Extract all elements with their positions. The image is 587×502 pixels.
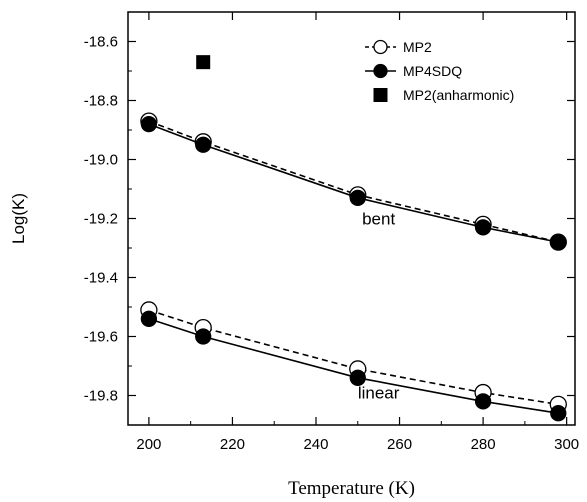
data-point-filled — [195, 136, 212, 153]
x-tick-label: 200 — [136, 436, 161, 453]
y-tick-label: -19.4 — [84, 270, 118, 287]
data-point-filled — [550, 233, 567, 251]
x-axis-title: Temperature (K) — [288, 478, 415, 499]
x-tick-label: 280 — [471, 436, 496, 453]
data-point-filled — [140, 115, 158, 133]
data-point-square — [373, 88, 388, 102]
legend-label-mp2-anharmonic: MP2(anharmonic) — [403, 87, 514, 103]
series-mp4sdq — [140, 115, 567, 422]
data-point-filled — [373, 63, 388, 79]
legend-label-mp2: MP2 — [403, 39, 432, 55]
data-point-filled — [195, 328, 212, 345]
series-mp2-anharmonic- — [196, 55, 211, 70]
series-mp2 — [140, 112, 567, 414]
legend: MP2 MP4SDQ MP2(anharmonic) — [365, 39, 514, 103]
axis-ticks: 200 220 240 260 280 300 -18.6 -18.8 -19.0 -19.2 -1… — [84, 12, 579, 453]
data-point-filled — [349, 369, 366, 386]
x-tick-label: 220 — [220, 436, 245, 453]
y-tick-label: -18.8 — [84, 93, 118, 110]
y-tick-label: -19.6 — [84, 329, 118, 346]
data-point-filled — [474, 393, 492, 410]
series-line — [148, 309, 559, 406]
legend-label-mp4sdq: MP4SDQ — [403, 63, 462, 79]
y-tick-label: -18.6 — [84, 34, 118, 51]
data-point-filled — [349, 189, 366, 207]
annotation-linear: linear — [358, 383, 400, 402]
data-point-square — [196, 55, 211, 70]
data-series — [140, 55, 567, 422]
data-point-filled — [140, 310, 158, 327]
data-point-open — [373, 39, 388, 55]
x-tick-label: 300 — [554, 436, 579, 453]
x-tick-label: 240 — [303, 436, 328, 453]
annotation-bent: bent — [362, 209, 395, 228]
y-axis-title: Log(K) — [9, 193, 28, 244]
data-point-filled — [550, 405, 567, 422]
x-tick-label: 260 — [387, 436, 412, 453]
y-tick-label: -19.2 — [84, 211, 118, 228]
y-tick-label: -19.0 — [84, 152, 118, 169]
data-point-filled — [474, 219, 492, 236]
chart-text: Log(K) Temperature (K) bent linear — [9, 193, 415, 499]
y-tick-label: -19.8 — [84, 388, 118, 405]
